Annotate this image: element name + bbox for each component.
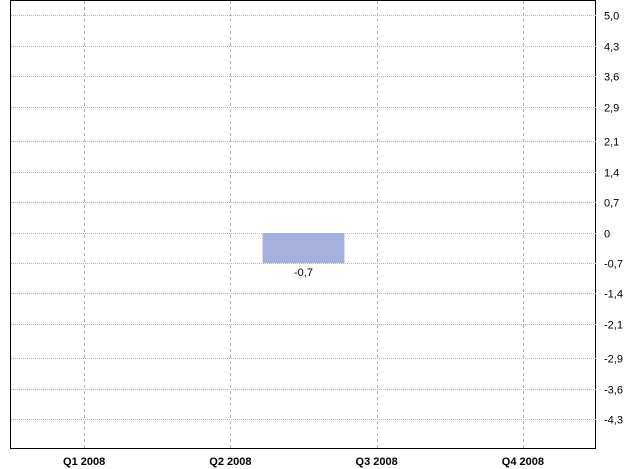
bars xyxy=(262,233,345,264)
y-tick-label: -4,3 xyxy=(604,415,623,427)
data-labels: -0,7 xyxy=(294,267,313,279)
y-tick-label: -2,9 xyxy=(604,354,623,366)
plot-frame xyxy=(10,0,596,449)
y-tick-label: 2,9 xyxy=(604,103,619,115)
y-tick-label: 0,7 xyxy=(604,198,619,210)
y-tick-label: 3,6 xyxy=(604,72,619,84)
x-category-label: Q3 2008 xyxy=(356,456,398,468)
x-category-label: Q4 2008 xyxy=(502,456,544,468)
y-tick-label: -1,4 xyxy=(604,289,623,301)
x-category-label: Q2 2008 xyxy=(209,456,251,468)
y-tick-label: 5,0 xyxy=(604,11,619,23)
x-category-label: Q1 2008 xyxy=(63,456,105,468)
gridlines xyxy=(11,1,596,448)
y-axis: 5,0 4,3 3,6 2,9 2,1 1,4 0,7 0 -0,7 -1,4 -2,1 -2,9 -3… xyxy=(604,11,623,427)
y-tick-label: -0,7 xyxy=(604,259,623,271)
bar xyxy=(262,233,345,264)
y-tick-label: -2,1 xyxy=(604,320,623,332)
y-tick-label: 0 xyxy=(604,229,610,241)
y-tick-label: -3,6 xyxy=(604,385,623,397)
y-tick-label: 1,4 xyxy=(604,168,619,180)
bar-value-label: -0,7 xyxy=(294,267,313,279)
x-axis: Q1 2008 Q2 2008 Q3 2008 Q4 2008 xyxy=(63,456,544,468)
y-tick-label: 4,3 xyxy=(604,42,619,54)
y-tick-label: 2,1 xyxy=(604,137,619,149)
